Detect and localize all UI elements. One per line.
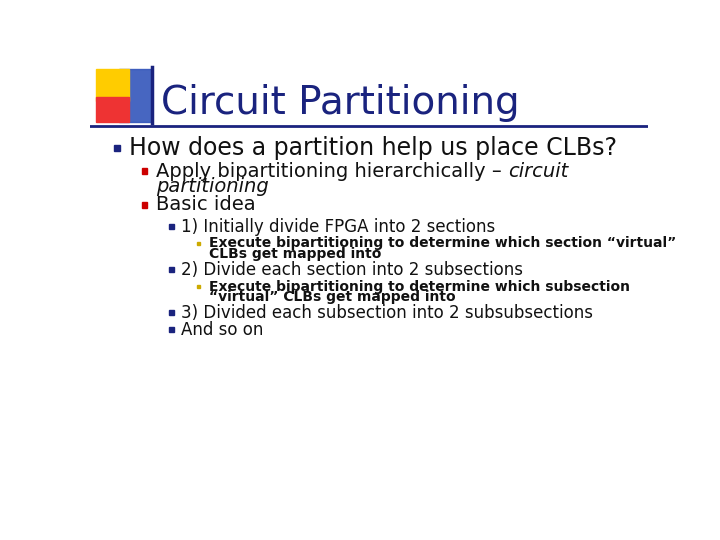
Text: circuit: circuit <box>508 161 568 180</box>
Bar <box>114 145 120 151</box>
Text: Apply bipartitioning hierarchically –: Apply bipartitioning hierarchically – <box>156 161 508 180</box>
Text: How does a partition help us place CLBs?: How does a partition help us place CLBs? <box>129 136 617 160</box>
Bar <box>96 97 129 122</box>
Text: partitioning: partitioning <box>156 177 269 196</box>
Bar <box>169 310 174 315</box>
Text: CLBs get mapped into: CLBs get mapped into <box>209 247 381 261</box>
Bar <box>142 202 147 208</box>
Bar <box>169 224 174 229</box>
Text: Execute bipartitioning to determine which section “virtual”: Execute bipartitioning to determine whic… <box>209 237 676 251</box>
Text: Circuit Partitioning: Circuit Partitioning <box>161 84 520 122</box>
Text: 2) Divide each section into 2 subsections: 2) Divide each section into 2 subsection… <box>181 261 523 279</box>
Text: Basic idea: Basic idea <box>156 195 256 214</box>
Bar <box>169 267 174 272</box>
Text: 1) Initially divide FPGA into 2 sections: 1) Initially divide FPGA into 2 sections <box>181 218 495 235</box>
Bar <box>169 327 174 332</box>
Text: “virtual” CLBs get mapped into: “virtual” CLBs get mapped into <box>209 291 455 305</box>
Text: And so on: And so on <box>181 321 264 339</box>
Bar <box>96 69 129 101</box>
Text: Execute bipartitioning to determine which subsection: Execute bipartitioning to determine whic… <box>209 280 629 294</box>
Bar <box>142 168 147 174</box>
Bar <box>197 285 200 288</box>
Bar <box>197 241 200 245</box>
Bar <box>120 69 152 122</box>
Text: 3) Divided each subsection into 2 subsubsections: 3) Divided each subsection into 2 subsub… <box>181 303 593 322</box>
